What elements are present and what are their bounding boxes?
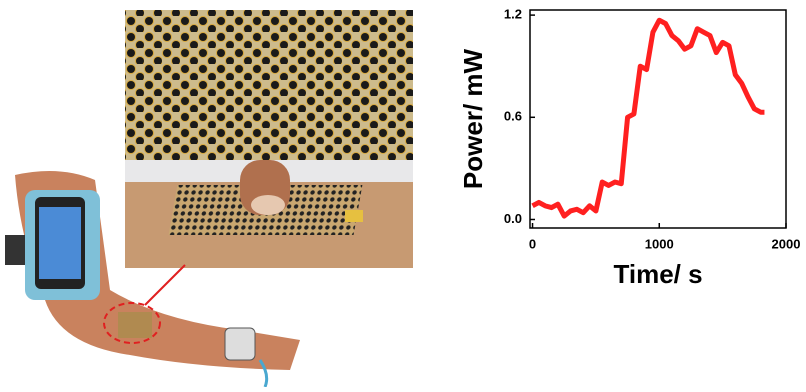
- plot-frame: [530, 10, 786, 228]
- x-tick-label: 0: [529, 236, 536, 251]
- y-tick-label: 1.2: [504, 7, 522, 22]
- x-tick-label: 2000: [772, 236, 801, 251]
- power-chart: Power/ mW Time/ s 0.0 0.6 1.2 0 1000 2000: [458, 7, 801, 289]
- y-tick-label: 0.6: [504, 109, 522, 124]
- y-tick-label: 0.0: [504, 211, 522, 226]
- electrode-photo: [125, 10, 413, 160]
- power-line: [533, 20, 765, 216]
- strap: [5, 235, 25, 265]
- watch: [225, 328, 255, 360]
- device-on-arm: [118, 312, 152, 338]
- connector: [345, 210, 363, 222]
- pointer-line: [145, 265, 185, 305]
- phone-screen: [39, 207, 81, 279]
- figure: Power/ mW Time/ s 0.0 0.6 1.2 0 1000 2000: [0, 0, 806, 387]
- fingernail: [251, 195, 285, 215]
- x-axis-label: Time/ s: [613, 259, 702, 289]
- y-axis-label: Power/ mW: [458, 48, 488, 189]
- x-tick-label: 1000: [645, 236, 674, 251]
